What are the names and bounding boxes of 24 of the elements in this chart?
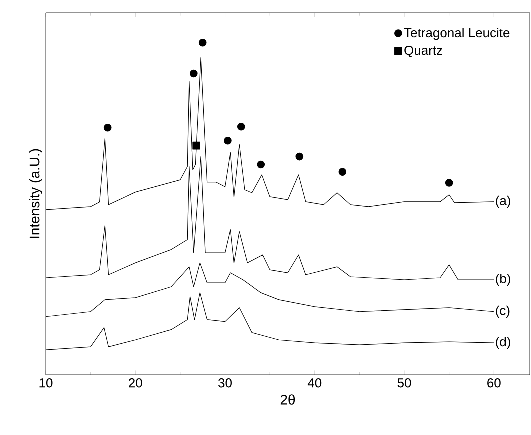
x-axis-title: 2θ <box>280 394 296 405</box>
x-tick-label: 40 <box>308 378 322 388</box>
legend-label: Quartz <box>404 46 442 58</box>
y-axis-title: Intensity (a.U.) <box>29 149 42 238</box>
point <box>296 152 304 161</box>
point <box>198 38 207 47</box>
series-label: (b) <box>496 274 510 286</box>
series-label: (a) <box>496 196 510 208</box>
x-tick-label: 30 <box>218 378 232 388</box>
point <box>224 136 232 145</box>
point <box>257 160 266 169</box>
point <box>338 168 347 176</box>
series-label: (c) <box>496 306 510 318</box>
x-tick-label: 50 <box>398 378 412 388</box>
point <box>237 123 246 131</box>
legend-label: Tetragonal Leucite <box>404 28 510 40</box>
x-tick-label: 20 <box>129 378 142 388</box>
point <box>104 124 112 132</box>
point <box>190 70 198 78</box>
point <box>445 179 454 187</box>
series-label: (d) <box>496 337 510 350</box>
x-tick-label: 10 <box>40 378 53 388</box>
x-tick-label: 60 <box>488 378 501 388</box>
point <box>192 142 200 150</box>
